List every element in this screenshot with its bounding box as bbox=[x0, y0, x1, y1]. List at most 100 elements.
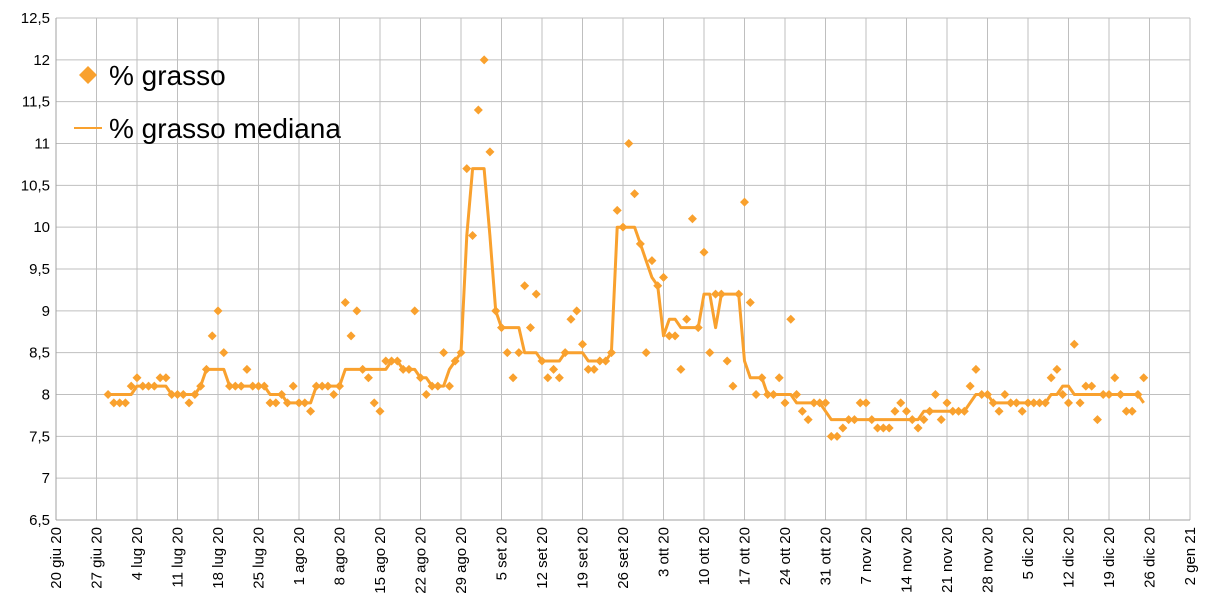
data-point-diamond bbox=[786, 314, 796, 324]
data-point-diamond bbox=[878, 423, 888, 433]
data-point-diamond bbox=[497, 323, 506, 333]
grid bbox=[55, 17, 1191, 521]
data-point-diamond bbox=[595, 356, 605, 366]
y-tick-label: 7,5 bbox=[29, 428, 50, 445]
data-point-diamond bbox=[317, 381, 327, 391]
data-point-diamond bbox=[959, 406, 969, 416]
data-point-diamond bbox=[387, 356, 397, 366]
data-point-diamond bbox=[1029, 398, 1039, 408]
data-point-diamond bbox=[410, 306, 420, 316]
data-point-diamond bbox=[485, 147, 495, 157]
data-point-diamond bbox=[115, 398, 125, 408]
y-tick-label: 11 bbox=[34, 136, 50, 153]
data-point-diamond bbox=[1023, 398, 1033, 408]
data-point-diamond bbox=[589, 364, 599, 374]
data-point-diamond bbox=[277, 390, 287, 399]
data-point-diamond bbox=[919, 415, 929, 425]
y-tick-label: 9 bbox=[42, 303, 50, 320]
x-tick-label: 3 ott 20 bbox=[656, 527, 673, 577]
data-point-diamond bbox=[722, 356, 732, 366]
data-point-diamond bbox=[369, 398, 379, 408]
data-point-diamond bbox=[809, 398, 819, 408]
data-point-diamond bbox=[716, 289, 726, 299]
data-point-diamond bbox=[543, 373, 553, 383]
data-point-diamond bbox=[948, 406, 958, 416]
data-point-diamond bbox=[167, 390, 177, 399]
x-tick-label: 21 nov 20 bbox=[939, 527, 956, 593]
y-tick-label: 12,5 bbox=[21, 10, 50, 27]
data-point-diamond bbox=[740, 197, 749, 207]
data-point-diamond bbox=[977, 390, 987, 399]
data-point-diamond bbox=[508, 373, 518, 383]
data-point-diamond bbox=[768, 390, 778, 399]
data-point-diamond bbox=[902, 406, 911, 416]
data-point-diamond bbox=[873, 423, 883, 433]
data-point-diamond bbox=[954, 406, 964, 416]
data-point-diamond bbox=[583, 364, 593, 374]
data-point-diamond bbox=[624, 139, 634, 148]
data-point-diamond bbox=[288, 381, 298, 391]
data-point-diamond bbox=[1000, 390, 1010, 399]
legend-diamond-icon bbox=[79, 66, 97, 84]
data-point-diamond bbox=[242, 364, 252, 374]
data-point-diamond bbox=[196, 381, 206, 391]
data-point-diamond bbox=[184, 398, 194, 408]
axes bbox=[55, 18, 1190, 521]
data-point-diamond bbox=[1081, 381, 1091, 391]
data-point-diamond bbox=[821, 398, 830, 408]
data-point-diamond bbox=[329, 390, 339, 399]
x-tick-label: 22 ago 20 bbox=[413, 527, 430, 594]
data-point-diamond bbox=[988, 398, 998, 408]
data-point-diamond bbox=[832, 431, 842, 441]
data-point-diamond bbox=[907, 415, 917, 425]
legend-label-median: % grasso mediana bbox=[109, 113, 341, 144]
data-point-diamond bbox=[1040, 398, 1050, 408]
data-point-diamond bbox=[207, 331, 217, 341]
data-point-diamond bbox=[1139, 373, 1149, 383]
data-point-diamond bbox=[965, 381, 975, 391]
data-point-diamond bbox=[745, 297, 755, 307]
data-point-diamond bbox=[358, 364, 368, 374]
data-point-diamond bbox=[849, 415, 859, 425]
x-tick-label: 8 ago 20 bbox=[332, 527, 349, 585]
x-axis-tick-labels: 20 giu 20 27 giu 20 4 lug 20 11 lug 20 18 lu… bbox=[48, 527, 1199, 594]
data-point-diamond bbox=[479, 55, 489, 65]
data-point-diamond bbox=[780, 398, 790, 408]
data-point-diamond bbox=[549, 364, 559, 374]
x-tick-label: 29 ago 20 bbox=[453, 527, 470, 594]
data-point-diamond bbox=[797, 406, 807, 416]
y-tick-label: 6,5 bbox=[29, 512, 50, 529]
data-point-diamond bbox=[161, 373, 171, 383]
x-tick-label: 4 lug 20 bbox=[129, 527, 146, 580]
data-point-diamond bbox=[705, 348, 715, 358]
data-point-diamond bbox=[282, 398, 292, 408]
y-tick-label: 12 bbox=[33, 52, 50, 69]
data-point-diamond bbox=[1104, 390, 1114, 399]
data-point-diamond bbox=[306, 406, 316, 416]
data-point-diamond bbox=[294, 398, 304, 408]
x-tick-label: 26 dic 20 bbox=[1142, 527, 1159, 588]
data-point-diamond bbox=[884, 423, 894, 433]
data-point-diamond bbox=[230, 381, 240, 391]
legend-item-median: % grasso mediana bbox=[74, 113, 341, 144]
data-point-diamond bbox=[138, 381, 148, 391]
data-point-diamond bbox=[520, 281, 530, 291]
data-point-diamond bbox=[1035, 398, 1045, 408]
data-point-diamond bbox=[647, 256, 657, 266]
y-tick-label: 10,5 bbox=[21, 177, 50, 194]
data-point-diamond bbox=[265, 398, 275, 408]
data-point-diamond bbox=[1017, 406, 1027, 416]
data-point-diamond bbox=[392, 356, 402, 366]
data-point-diamond bbox=[630, 189, 640, 199]
data-point-diamond bbox=[664, 331, 674, 341]
x-tick-label: 26 set 20 bbox=[615, 527, 632, 589]
data-point-diamond bbox=[1046, 373, 1056, 383]
data-point-diamond bbox=[335, 381, 344, 391]
data-point-diamond bbox=[1127, 406, 1137, 416]
data-point-diamond bbox=[578, 339, 587, 349]
data-point-diamond bbox=[323, 381, 333, 391]
data-point-diamond bbox=[844, 415, 854, 425]
data-point-diamond bbox=[433, 381, 443, 391]
data-point-diamond bbox=[687, 214, 697, 224]
legend: % grasso % grasso mediana bbox=[74, 60, 341, 144]
